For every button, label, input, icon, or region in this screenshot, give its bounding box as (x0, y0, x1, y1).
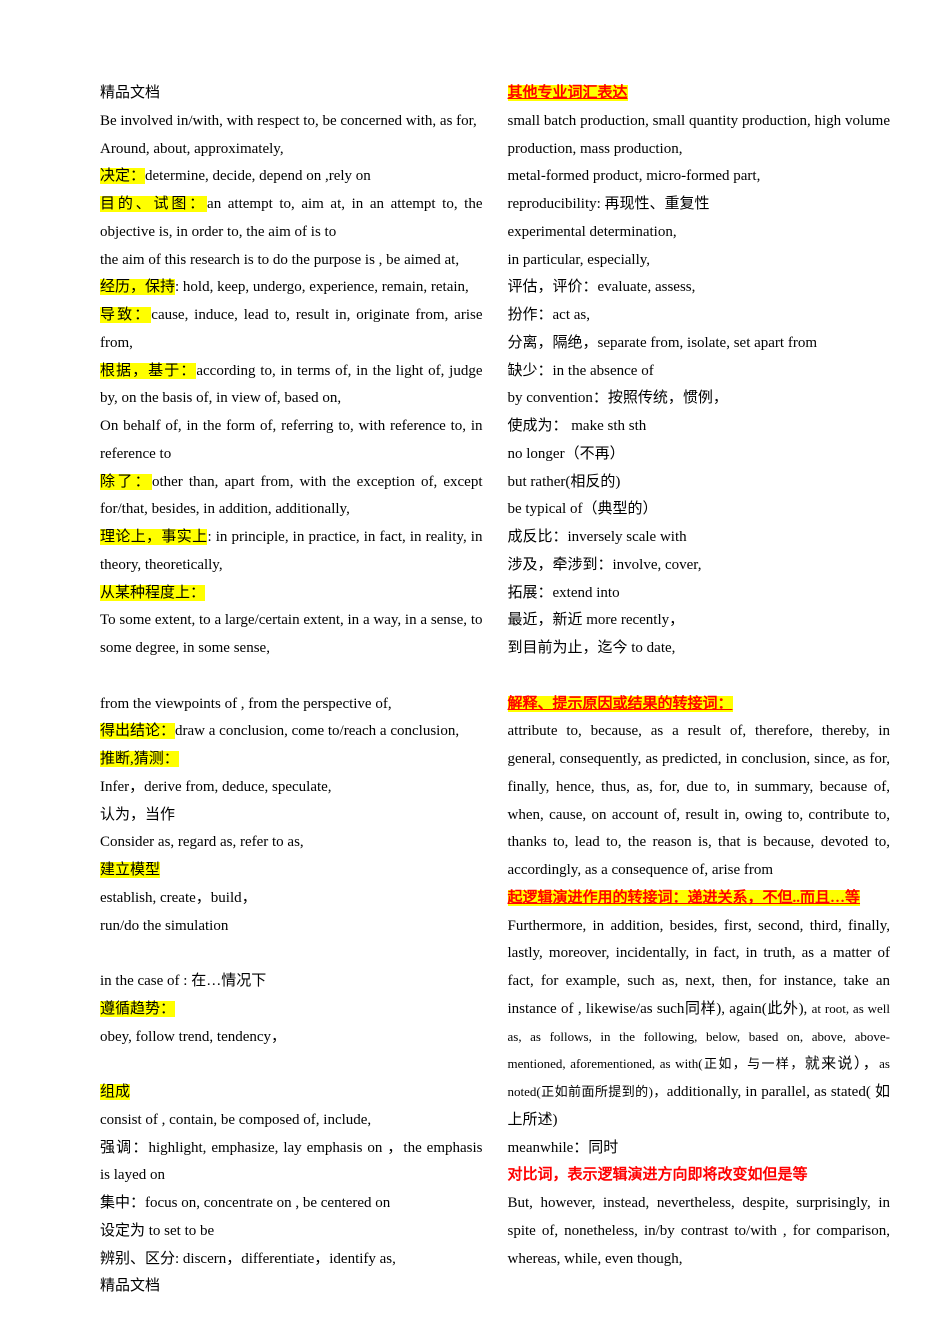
text-block: 决定：determine, decide, depend on ,rely on (100, 163, 483, 191)
text-block: in the case of : 在…情况下 (100, 968, 483, 996)
highlight-label: 除了： (100, 474, 152, 490)
page-header: 精品文档 (100, 80, 483, 108)
text-block: Be involved in/with, with respect to, be… (100, 108, 483, 136)
text: : hold, keep, undergo, experience, remai… (175, 279, 469, 295)
text-block: 理论上，事实上: in principle, in practice, in f… (100, 524, 483, 580)
text-block: no longer（不再） (508, 441, 891, 469)
highlight-label: 理论上，事实上 (100, 529, 207, 545)
text-block: Infer，derive from, deduce, speculate, (100, 774, 483, 802)
text-block: 认为，当作 (100, 802, 483, 830)
highlight-label: 建立模型 (100, 862, 160, 878)
text-block: consist of , contain, be composed of, in… (100, 1107, 483, 1135)
text-block: obey, follow trend, tendency， (100, 1024, 483, 1052)
text-block: reproducibility: 再现性、重复性 (508, 191, 891, 219)
text-block: On behalf of, in the form of, referring … (100, 413, 483, 469)
text-block: the aim of this research is to do the pu… (100, 247, 483, 275)
text-block: 分离，隔绝，separate from, isolate, set apart … (508, 330, 891, 358)
highlight-label: 遵循趋势： (100, 1001, 175, 1017)
text-block: 成反比：inversely scale with (508, 524, 891, 552)
highlight-red-label: 其他专业词汇表达 (508, 85, 628, 101)
text-block: 强调：highlight, emphasize, lay emphasis on… (100, 1135, 483, 1191)
text-block: 建立模型 (100, 857, 483, 885)
highlight-red-label: 起逻辑演进作用的转接词：递进关系，不但..而且…等 (508, 890, 861, 906)
text-block: 从某种程度上： (100, 580, 483, 608)
spacer (100, 940, 483, 968)
red-label: 对比词，表示逻辑演进方向即将改变如但是等 (508, 1167, 808, 1183)
text-block: 集中：focus on, concentrate on , be centere… (100, 1190, 483, 1218)
text: other than, apart from, with the excepti… (100, 474, 483, 518)
text-block: small batch production, small quantity p… (508, 108, 891, 164)
spacer (100, 1051, 483, 1079)
highlight-label: 根据，基于： (100, 363, 196, 379)
text-block: from the viewpoints of , from the perspe… (100, 691, 483, 719)
highlight-label: 得出结论： (100, 723, 175, 739)
highlight-red-label: 解释、提示原因或结果的转接词： (508, 696, 733, 712)
text: determine, decide, depend on ,rely on (145, 168, 371, 184)
section-heading: 起逻辑演进作用的转接词：递进关系，不但..而且…等 (508, 885, 891, 913)
page-footer: 精品文档 (100, 1273, 483, 1301)
left-column: 精品文档 Be involved in/with, with respect t… (100, 80, 483, 1301)
text-block: by convention：按照传统，惯例， (508, 385, 891, 413)
highlight-label: 推断,猜测： (100, 751, 179, 767)
text-block: Around, about, approximately, (100, 136, 483, 164)
text-block: 除了：other than, apart from, with the exce… (100, 469, 483, 525)
section-heading: 对比词，表示逻辑演进方向即将改变如但是等 (508, 1162, 891, 1190)
text-block: run/do the simulation (100, 913, 483, 941)
text-block: be typical of（典型的） (508, 496, 891, 524)
highlight-label: 组成 (100, 1084, 130, 1100)
document-page: 精品文档 Be involved in/with, with respect t… (0, 0, 945, 1341)
text-block: attribute to, because, as a result of, t… (508, 718, 891, 885)
text-block: meanwhile：同时 (508, 1135, 891, 1163)
text-block: 辨别、区分: discern，differentiate，identify as… (100, 1246, 483, 1274)
section-heading: 解释、提示原因或结果的转接词： (508, 691, 891, 719)
text-block: 根据，基于：according to, in terms of, in the … (100, 358, 483, 414)
text-block: 扮作：act as, (508, 302, 891, 330)
text-block: experimental determination, (508, 219, 891, 247)
text-block: 最近，新近 more recently， (508, 607, 891, 635)
text-block: 设定为 to set to be (100, 1218, 483, 1246)
highlight-label: 经历，保持 (100, 279, 175, 295)
highlight-label: 目的、试图： (100, 196, 207, 212)
text: 就来说）， (805, 1056, 879, 1072)
text-block: in particular, especially, (508, 247, 891, 275)
text-block: 使成为： make sth sth (508, 413, 891, 441)
right-column: 其他专业词汇表达 small batch production, small q… (508, 80, 891, 1301)
text-block: 缺少：in the absence of (508, 358, 891, 386)
text-block: 导致：cause, induce, lead to, result in, or… (100, 302, 483, 358)
text-block: Consider as, regard as, refer to as, (100, 829, 483, 857)
section-heading: 其他专业词汇表达 (508, 80, 891, 108)
text-block: establish, create，build， (100, 885, 483, 913)
text-block: 推断,猜测： (100, 746, 483, 774)
text-block: 到目前为止，迄今 to date, (508, 635, 891, 663)
text-block: 目的、试图：an attempt to, aim at, in an attem… (100, 191, 483, 247)
highlight-label: 导致： (100, 307, 151, 323)
text-block: 评估，评价：evaluate, assess, (508, 274, 891, 302)
highlight-label: 从某种程度上： (100, 585, 205, 601)
highlight-label: 决定： (100, 168, 145, 184)
text-block: 经历，保持: hold, keep, undergo, experience, … (100, 274, 483, 302)
text-block: metal-formed product, micro-formed part, (508, 163, 891, 191)
text-block: 得出结论：draw a conclusion, come to/reach a … (100, 718, 483, 746)
text-block: 组成 (100, 1079, 483, 1107)
text-block: 遵循趋势： (100, 996, 483, 1024)
text-block: But, however, instead, nevertheless, des… (508, 1190, 891, 1273)
text-block: Furthermore, in addition, besides, first… (508, 913, 891, 1135)
text-block: but rather(相反的) (508, 469, 891, 497)
text-block: To some extent, to a large/certain exten… (100, 607, 483, 663)
text: cause, induce, lead to, result in, origi… (100, 307, 482, 351)
text-block: 涉及，牵涉到：involve, cover, (508, 552, 891, 580)
spacer (100, 663, 483, 691)
text-block: 拓展：extend into (508, 580, 891, 608)
spacer (508, 663, 891, 691)
text: draw a conclusion, come to/reach a concl… (175, 723, 459, 739)
